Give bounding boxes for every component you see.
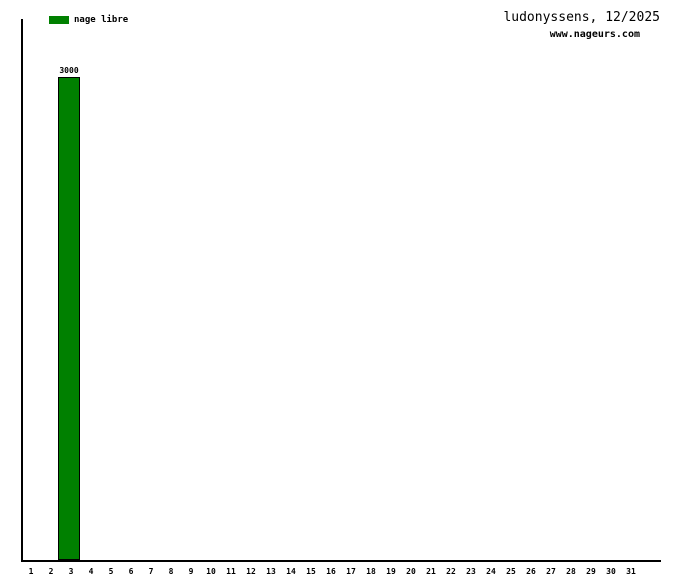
x-tick-label-11: 11 — [226, 567, 236, 576]
x-tick-label-21: 21 — [426, 567, 436, 576]
x-tick-label-23: 23 — [466, 567, 476, 576]
legend-swatch-nage-libre — [49, 16, 69, 24]
x-tick-label-20: 20 — [406, 567, 416, 576]
bar-nage-libre-day-3 — [58, 77, 80, 560]
x-tick-label-26: 26 — [526, 567, 536, 576]
x-tick-label-27: 27 — [546, 567, 556, 576]
x-tick-label-19: 19 — [386, 567, 396, 576]
x-tick-label-30: 30 — [606, 567, 616, 576]
x-tick-label-6: 6 — [128, 567, 134, 576]
x-tick-label-15: 15 — [306, 567, 316, 576]
x-tick-label-28: 28 — [566, 567, 576, 576]
x-tick-label-25: 25 — [506, 567, 516, 576]
x-tick-label-16: 16 — [326, 567, 336, 576]
x-axis-line — [21, 560, 661, 562]
x-tick-label-22: 22 — [446, 567, 456, 576]
x-tick-label-31: 31 — [626, 567, 636, 576]
legend: nage libre — [49, 15, 128, 25]
x-tick-label-29: 29 — [586, 567, 596, 576]
x-tick-label-9: 9 — [188, 567, 194, 576]
x-tick-label-17: 17 — [346, 567, 356, 576]
x-tick-label-10: 10 — [206, 567, 216, 576]
y-axis-line — [21, 19, 23, 562]
bar-value-label-day-3: 3000 — [59, 66, 79, 75]
x-tick-label-7: 7 — [148, 567, 154, 576]
x-tick-label-18: 18 — [366, 567, 376, 576]
x-tick-label-5: 5 — [108, 567, 114, 576]
legend-label-nage-libre: nage libre — [74, 15, 129, 25]
x-tick-label-8: 8 — [168, 567, 174, 576]
x-tick-label-12: 12 — [246, 567, 256, 576]
x-tick-label-24: 24 — [486, 567, 496, 576]
x-tick-label-1: 1 — [28, 567, 34, 576]
chart-title: ludonyssens, 12/2025 — [503, 10, 660, 25]
x-tick-label-3: 3 — [68, 567, 74, 576]
x-tick-label-2: 2 — [48, 567, 54, 576]
x-tick-label-4: 4 — [88, 567, 94, 576]
x-tick-label-13: 13 — [266, 567, 276, 576]
chart-subtitle: www.nageurs.com — [549, 29, 640, 40]
x-tick-label-14: 14 — [286, 567, 296, 576]
